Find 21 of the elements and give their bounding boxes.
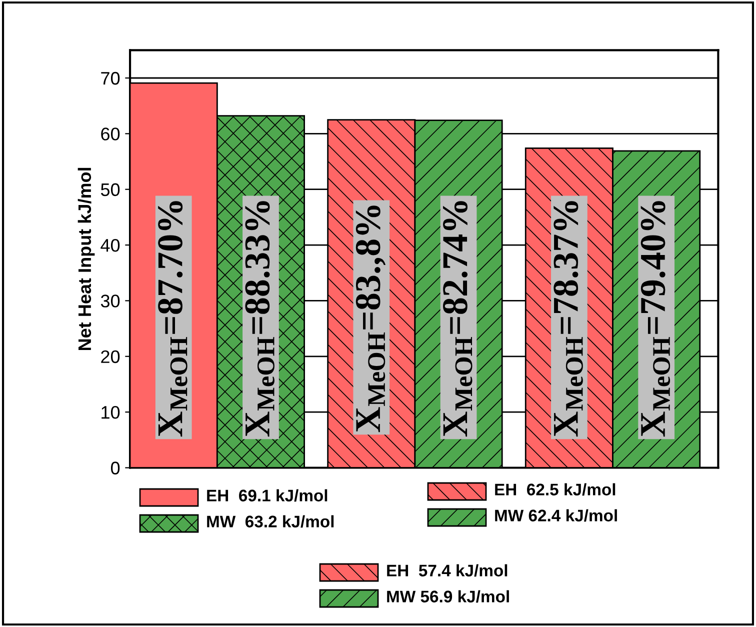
annotation: X$_{MeOH}$=87.70% xyxy=(158,201,188,437)
y-tick-label: 60 xyxy=(101,128,120,140)
legend-label: MW 56.9 kJ/mol xyxy=(387,590,509,603)
legend-label: EH 69.1 kJ/mol xyxy=(207,489,328,502)
legend-label: EH 62.5 kJ/mol xyxy=(495,483,616,496)
y-tick-label: 0 xyxy=(110,462,120,474)
legend-label: MW 62.4 kJ/mol xyxy=(495,509,617,522)
y-tick-label: 70 xyxy=(101,72,120,85)
annotation: X$_{MeOH}$=88.33% xyxy=(245,201,274,437)
y-tick-label: 10 xyxy=(102,406,120,419)
y-tick-label: 30 xyxy=(100,294,120,308)
y-axis-title: Net Heat Input kJ/mol xyxy=(78,168,95,350)
annotation: X$_{MeOH}$=83.,8% xyxy=(356,206,386,432)
legend-label: EH 57.4 kJ/mol xyxy=(387,564,508,577)
y-tick-label: 50 xyxy=(100,183,120,196)
y-tick-label: 20 xyxy=(101,350,120,364)
y-tick-label: 40 xyxy=(100,238,120,252)
annotation: X$_{MeOH}$=79.40% xyxy=(640,201,670,437)
legend-label: MW 63.2 kJ/mol xyxy=(207,515,334,528)
annotation: X$_{MeOH}$=82.74% xyxy=(443,201,472,437)
annotation: X$_{MeOH}$=78.37% xyxy=(554,201,583,437)
